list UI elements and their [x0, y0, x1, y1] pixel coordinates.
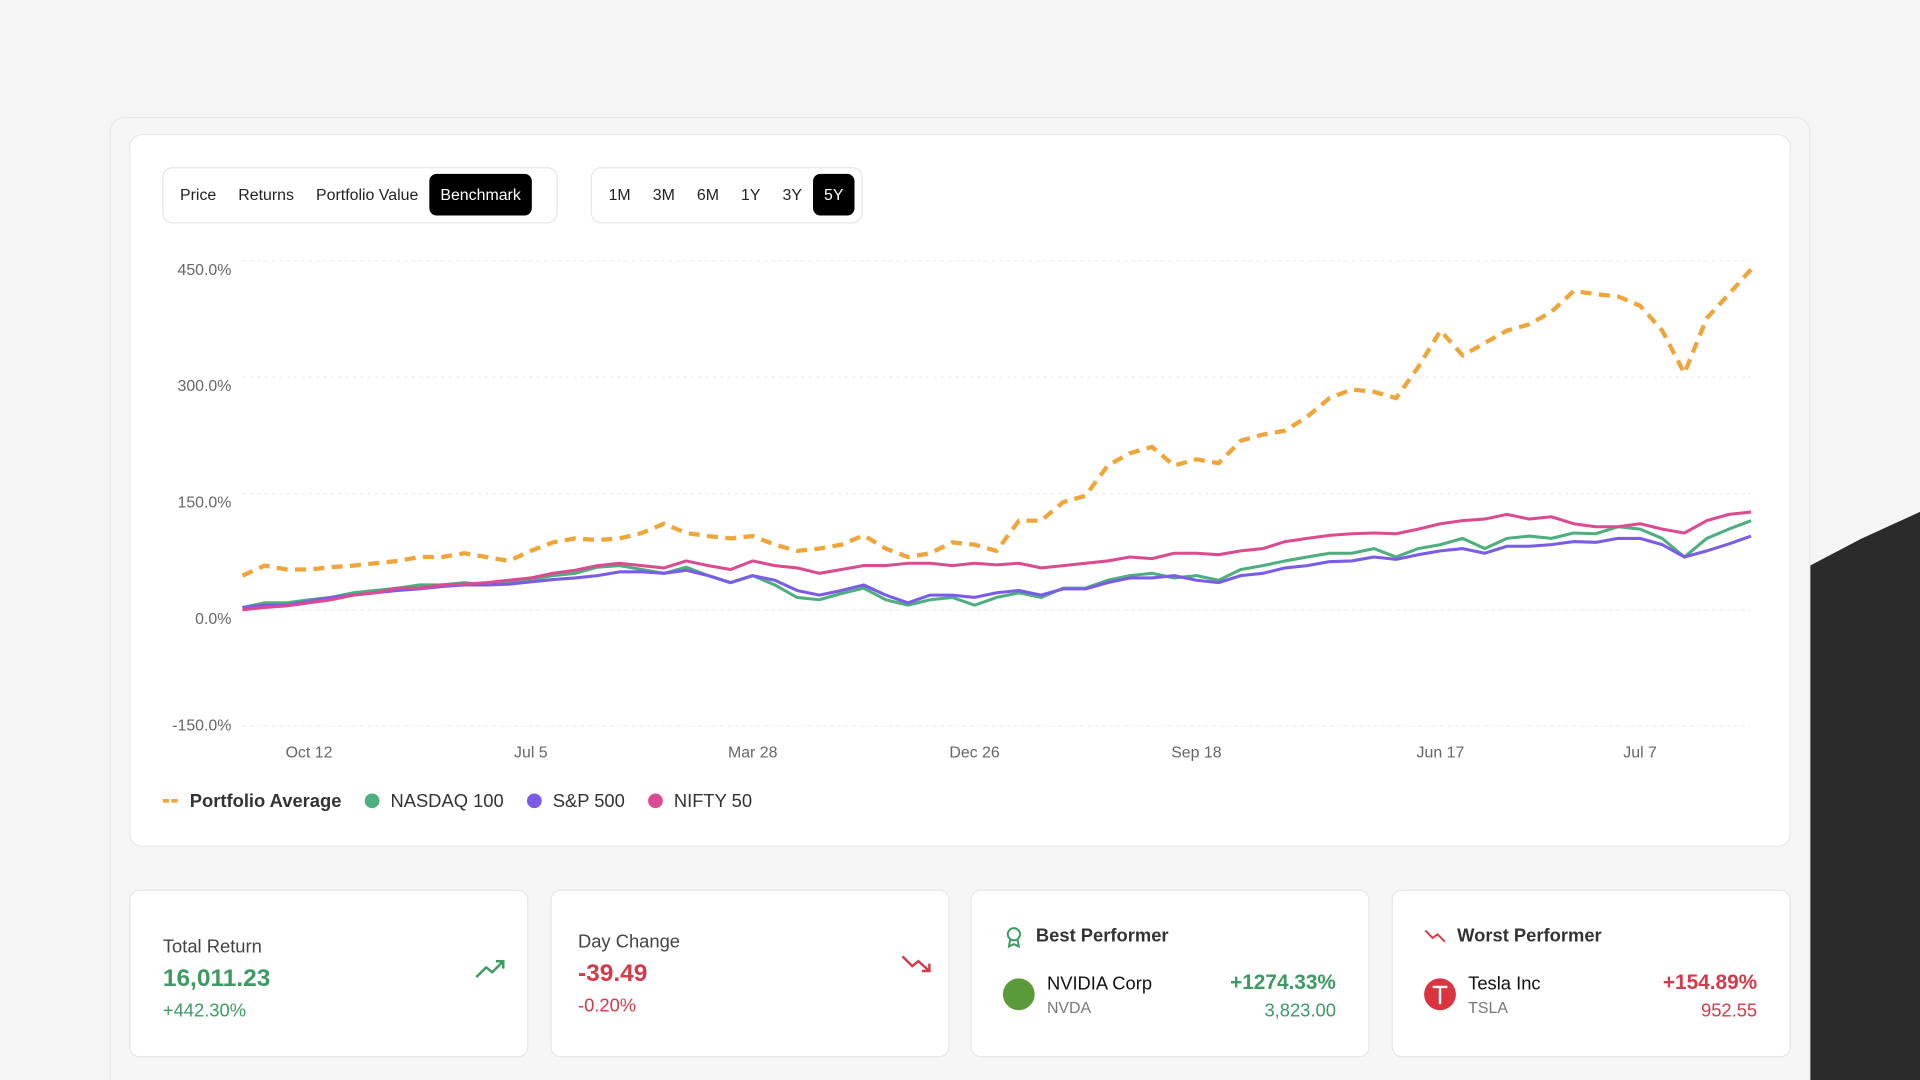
series-line: [242, 510, 1752, 612]
award-icon: [1007, 939, 1021, 949]
performer-card: [1391, 889, 1791, 1058]
y-tick-label: 300.0%: [177, 378, 231, 395]
stat-change: +442.30%: [163, 999, 246, 1020]
tab[interactable]: Benchmark: [440, 187, 520, 204]
range-tabs: [590, 167, 863, 224]
chart: -150.0% 0.0% 150.0% 300.0% 450.0% Oct 12 Jul 5…: [172, 260, 1753, 761]
award-icon: [1006, 927, 1021, 942]
legend-swatch: [648, 793, 663, 809]
legend-label: Portfolio Average: [190, 790, 342, 811]
x-tick-label: Jul 7: [1623, 744, 1657, 761]
y-tick-label: -150.0%: [172, 717, 231, 734]
legend-label: NASDAQ 100: [390, 790, 503, 811]
y-tick-label: 0.0%: [195, 611, 231, 628]
performer-heading: Worst Performer: [1457, 925, 1602, 946]
series-line: [242, 534, 1752, 609]
company-ticker: TSLA: [1468, 1000, 1508, 1017]
x-tick-label: Jul 5: [514, 744, 548, 761]
chart-card: [129, 134, 1791, 847]
tab[interactable]: Price: [180, 187, 216, 204]
company-logo: [1002, 978, 1035, 1011]
tab[interactable]: 6M: [697, 187, 719, 204]
tab[interactable]: 3Y: [783, 187, 803, 204]
tab[interactable]: Returns: [238, 187, 294, 204]
trend-down-icon: [922, 963, 931, 973]
legend-label: S&P 500: [553, 790, 625, 811]
performer-heading: Best Performer: [1036, 925, 1169, 946]
performer-price: 952.55: [1701, 999, 1757, 1020]
performer-change: +1274.33%: [1230, 971, 1336, 994]
trend-up-icon: [475, 960, 505, 979]
decor-shape: [1809, 511, 1920, 1080]
tab[interactable]: Portfolio Value: [316, 187, 418, 204]
stat-value: 16,011.23: [163, 965, 271, 992]
stat-card: [550, 889, 950, 1058]
stat-label: Total Return: [163, 936, 262, 957]
legend-label: NIFTY 50: [674, 790, 752, 811]
legend-swatch: [364, 793, 380, 809]
stat-change: -0.20%: [578, 994, 636, 1015]
legend-swatch: [526, 793, 542, 809]
performer-price: 3,823.00: [1264, 999, 1335, 1020]
tab[interactable]: 1M: [609, 187, 631, 204]
trend-down-icon: [901, 955, 931, 972]
stat-label: Day Change: [578, 931, 680, 952]
x-tick-label: Oct 12: [286, 744, 333, 761]
company-name: Tesla Inc: [1468, 972, 1540, 993]
stat-value: -39.49: [578, 960, 647, 987]
tabs: Price Returns Portfolio Value Benchmark 1M 3M…: [180, 173, 855, 216]
company-ticker: NVDA: [1047, 1000, 1092, 1017]
tab[interactable]: 5Y: [824, 187, 844, 204]
tab-active[interactable]: [429, 173, 532, 216]
trend-up-icon: [495, 960, 505, 969]
company-logo: [1432, 985, 1448, 1005]
y-tick-label: 150.0%: [177, 494, 231, 511]
trend-down-icon: [1424, 929, 1446, 943]
company-name: NVIDIA Corp: [1047, 972, 1152, 993]
performer-change: +154.89%: [1663, 971, 1757, 994]
x-tick-label: Sep 18: [1171, 744, 1222, 761]
tab[interactable]: 3M: [653, 187, 675, 204]
y-tick-label: 450.0%: [177, 262, 231, 279]
stat-card: [129, 889, 529, 1058]
performer-card: [970, 889, 1370, 1058]
series-line: [241, 267, 1753, 578]
x-tick-label: Jun 17: [1417, 744, 1465, 761]
legend: Portfolio Average NASDAQ 100 S&P 500 NIFTY …: [162, 790, 752, 811]
x-tick-label: Mar 28: [728, 744, 778, 761]
tab-active[interactable]: [813, 173, 855, 216]
tab[interactable]: 1Y: [741, 187, 761, 204]
x-tick-label: Dec 26: [949, 744, 1000, 761]
